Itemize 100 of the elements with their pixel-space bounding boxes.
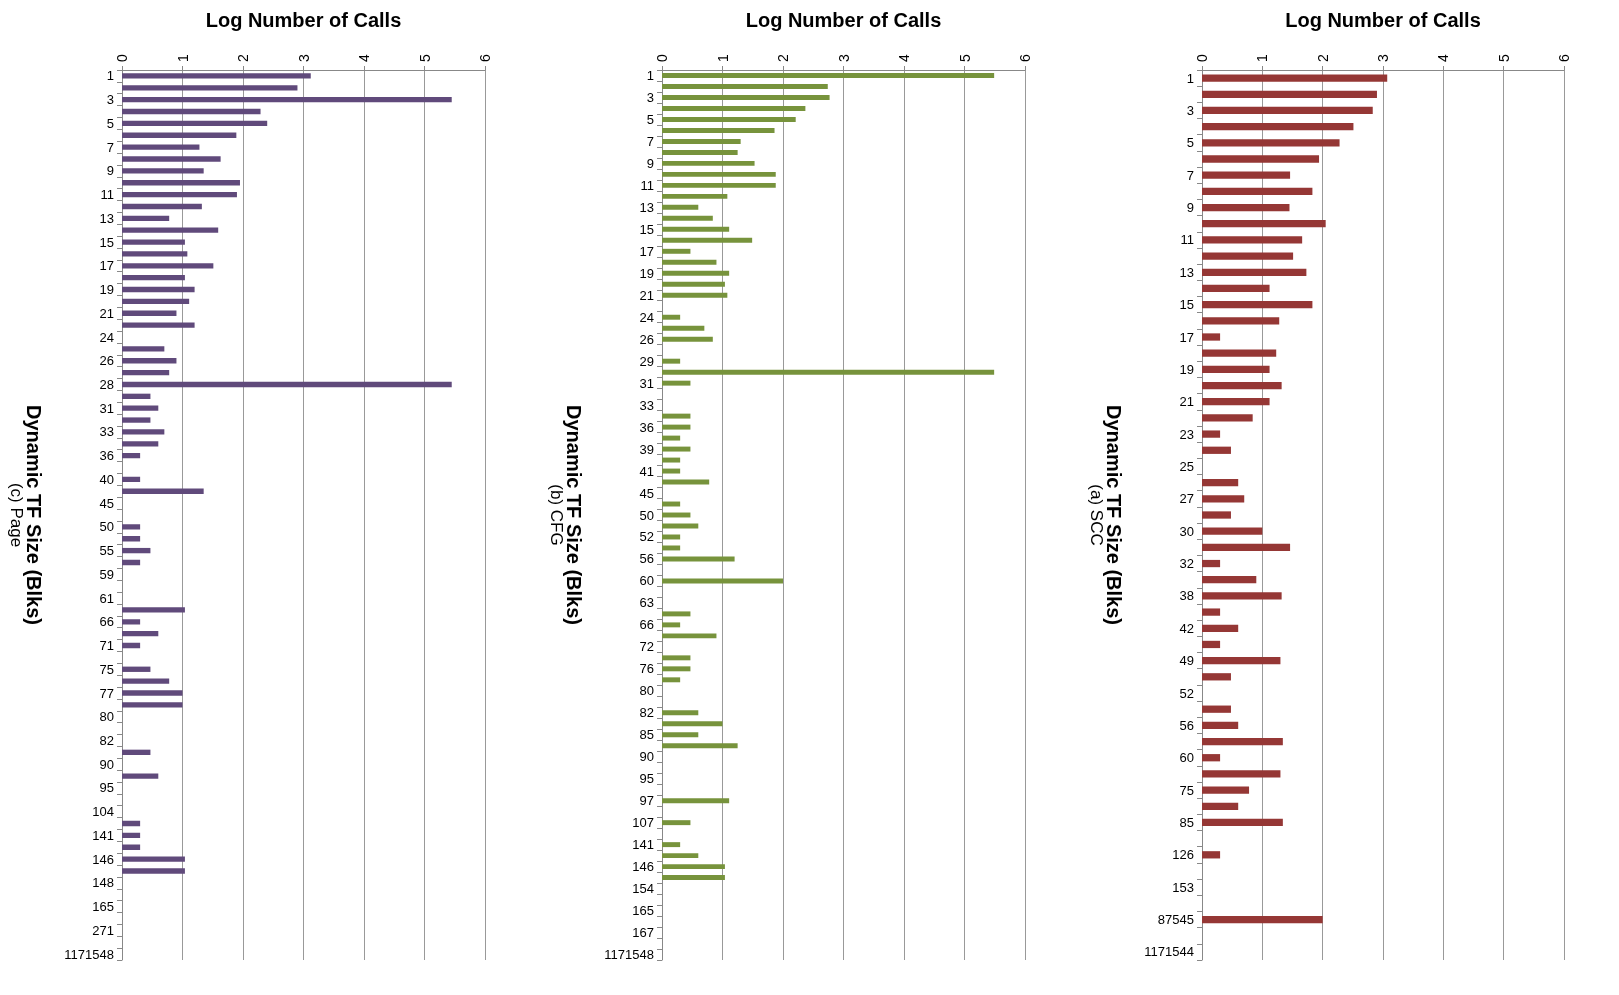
y-tick-label: 23 xyxy=(1179,426,1194,442)
bar xyxy=(122,156,221,162)
x-axis-title: Log Number of Calls xyxy=(205,9,402,31)
y-axis-title: Dynamic TF Size (Blks) xyxy=(563,404,585,626)
bar xyxy=(122,607,185,613)
bar xyxy=(1202,673,1231,681)
bar xyxy=(122,417,151,423)
y-tick-label: 71 xyxy=(99,638,114,654)
y-tick-label: 61 xyxy=(99,590,114,606)
y-tick-label: 19 xyxy=(99,282,114,298)
bar xyxy=(122,547,151,554)
y-tick-label: 1 xyxy=(1186,70,1194,86)
bar xyxy=(1202,592,1282,600)
bar xyxy=(1202,802,1239,810)
y-tick-label: 19 xyxy=(1179,361,1194,377)
bar xyxy=(1202,624,1239,632)
bar xyxy=(122,227,219,233)
bar xyxy=(122,239,185,245)
bar xyxy=(662,633,717,639)
bar xyxy=(662,732,699,738)
bar xyxy=(122,666,151,672)
bar xyxy=(1202,705,1231,713)
y-tick-label: 3 xyxy=(106,92,114,108)
bar xyxy=(1202,721,1239,729)
bar xyxy=(122,369,170,376)
bar xyxy=(122,263,214,269)
bar xyxy=(1202,268,1307,276)
bar xyxy=(1202,851,1221,859)
bar xyxy=(122,690,183,696)
y-tick-label: 9 xyxy=(646,155,654,171)
bar xyxy=(662,105,806,111)
bar xyxy=(662,424,691,430)
bar xyxy=(1202,236,1303,244)
y-tick-label: 126 xyxy=(1172,847,1194,863)
bar xyxy=(1202,543,1291,551)
bar xyxy=(662,545,681,551)
y-tick-label: 7 xyxy=(1186,167,1194,183)
y-tick-label: 60 xyxy=(1179,750,1194,766)
y-tick-label: 17 xyxy=(639,243,654,259)
bar xyxy=(662,435,681,441)
bar xyxy=(122,97,452,103)
y-tick-label: 27 xyxy=(1179,491,1194,507)
y-tick-label: 76 xyxy=(639,661,654,677)
bar xyxy=(662,325,705,331)
bar xyxy=(122,215,170,221)
y-tick-label: 55 xyxy=(99,543,114,559)
bar xyxy=(662,446,691,452)
bar xyxy=(662,798,730,804)
y-tick-label: 56 xyxy=(639,551,654,567)
y-tick-label: 1171544 xyxy=(1144,944,1194,960)
bar xyxy=(662,468,681,474)
y-tick-label: 36 xyxy=(639,419,654,435)
bar xyxy=(662,666,691,672)
y-tick-label: 21 xyxy=(1179,394,1194,410)
x-tick-label: 5 xyxy=(416,54,433,62)
bar xyxy=(122,85,298,91)
y-tick-label: 82 xyxy=(99,732,114,748)
y-tick-label: 24 xyxy=(99,329,114,345)
bar xyxy=(122,120,268,127)
y-tick-label: 41 xyxy=(639,463,654,479)
bar xyxy=(1202,349,1277,357)
bar xyxy=(662,743,738,749)
y-tick-label: 154 xyxy=(632,881,654,897)
bar xyxy=(122,832,141,839)
y-tick-label: 5 xyxy=(646,111,654,127)
bar xyxy=(1202,446,1231,454)
x-tick-label: 4 xyxy=(356,54,372,62)
bar xyxy=(1202,737,1283,746)
bar xyxy=(122,346,165,352)
y-tick-label: 90 xyxy=(639,749,654,765)
bar xyxy=(122,73,311,79)
bar xyxy=(122,191,237,198)
y-tick-label: 21 xyxy=(639,287,654,303)
bar xyxy=(662,369,995,375)
bar xyxy=(1202,511,1231,519)
y-tick-label: 40 xyxy=(99,471,114,487)
bar xyxy=(122,251,188,257)
y-tick-label: 29 xyxy=(639,353,654,369)
bar xyxy=(662,204,699,210)
y-tick-label: 141 xyxy=(632,837,654,853)
y-tick-label: 1171548 xyxy=(604,947,654,963)
bar xyxy=(122,168,204,174)
y-tick-label: 165 xyxy=(92,899,114,915)
bar xyxy=(662,182,776,188)
bar xyxy=(122,820,141,827)
bar xyxy=(662,226,730,232)
y-tick-label: 9 xyxy=(1186,200,1194,216)
bar xyxy=(662,259,717,265)
x-tick-label: 3 xyxy=(1375,54,1391,62)
y-tick-label: 17 xyxy=(1179,329,1194,345)
y-tick-label: 165 xyxy=(632,903,654,919)
bar xyxy=(122,631,159,637)
bar xyxy=(662,655,691,661)
bar xyxy=(122,322,195,328)
y-tick-label: 56 xyxy=(1179,717,1194,733)
bar xyxy=(122,441,159,447)
bar xyxy=(1202,90,1377,98)
bar xyxy=(662,215,713,221)
bar xyxy=(1202,301,1313,309)
bar xyxy=(1202,786,1250,794)
